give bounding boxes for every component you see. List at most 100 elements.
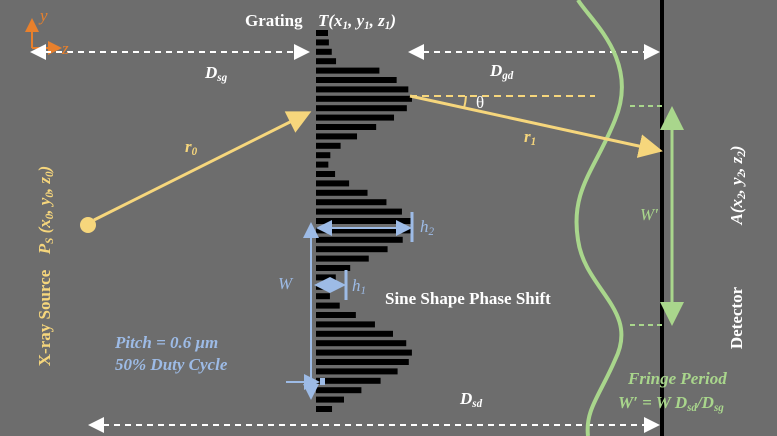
text-part: X-ray Source [35, 269, 54, 366]
detector-coords: A(x2, y2, z2) [727, 146, 748, 226]
grating-bar [316, 199, 387, 206]
text-part: Sine Shape Phase Shift [385, 289, 551, 308]
grating-bar [316, 95, 412, 102]
text-part: h [352, 276, 361, 295]
ray-r0 [93, 111, 312, 222]
grating-coords: T(x1, y1, z1) [318, 11, 396, 32]
grating-bar [316, 133, 358, 140]
grating-bar [316, 321, 375, 328]
text-part: ) [727, 146, 746, 154]
subscript: 1 [361, 285, 367, 297]
grating-bar [316, 77, 397, 83]
text-part: Detector [727, 286, 746, 349]
grating-bar [316, 265, 351, 271]
grating-bar [316, 236, 403, 243]
grating-bar [316, 377, 381, 384]
w-label: W [278, 274, 294, 293]
grating-bar [316, 293, 330, 300]
subscript: 2 [736, 171, 748, 178]
text-part: ) [388, 11, 396, 30]
text-part: Grating [245, 11, 303, 30]
source-coords: PS (x0, y0, z0) [35, 166, 56, 255]
grating-bar [316, 142, 341, 149]
text-part: ) [35, 166, 54, 174]
subscript: 0 [44, 171, 56, 177]
text-part: W′ = W D [618, 393, 687, 412]
dsg-label: Dsg [204, 63, 228, 84]
grating-bar [316, 330, 393, 337]
grating-bar [316, 114, 395, 121]
fringe-formula: W′ = W Dsd/Dsg [618, 393, 724, 414]
grating-bar [316, 180, 350, 187]
axis-label: z [61, 39, 69, 58]
grating-bar [316, 368, 398, 375]
subscript: S [44, 238, 56, 244]
text-part: D [459, 389, 472, 408]
subscript: 0 [44, 213, 56, 219]
text-part: D [489, 61, 502, 80]
phase-shift-label: Sine Shape Phase Shift [385, 289, 551, 308]
grating-bar [316, 274, 336, 281]
text-part: , y [347, 11, 365, 30]
grating-bar [316, 359, 409, 365]
axis-label: y [38, 6, 48, 25]
h1-label: h1 [352, 276, 366, 297]
text-part: Fringe Period [627, 369, 727, 388]
subscript: 1 [531, 136, 537, 148]
angle-arc [463, 95, 467, 109]
text-part: r [524, 127, 531, 146]
text-part: A(x [727, 198, 746, 225]
subscript: 2 [429, 226, 435, 238]
subscript: sg [713, 402, 724, 414]
h2-label: h2 [420, 217, 435, 238]
dsd-label: Dsd [459, 389, 483, 410]
r1-label: r1 [524, 127, 536, 148]
text-part: , z [369, 11, 386, 30]
text-part: W′ [640, 205, 658, 224]
fringe-curve [574, 0, 624, 436]
grating-bar [316, 124, 377, 130]
subscript: 1 [364, 20, 370, 32]
source-label: X-ray Source [35, 269, 54, 366]
text-part: Pitch = 0.6 μm [114, 333, 218, 352]
grating-bar [316, 208, 402, 215]
grating-bar [316, 349, 412, 356]
pitch-label: Pitch = 0.6 μm [114, 333, 218, 352]
r0-label: r0 [185, 137, 198, 158]
subscript: 1 [385, 20, 391, 32]
subscript: sd [686, 402, 697, 414]
grating-bar [316, 302, 340, 309]
pitch-box [320, 378, 325, 385]
subscript: 2 [736, 151, 748, 158]
w-prime-label: W′ [640, 205, 658, 224]
text-part: , y [35, 197, 54, 215]
text-part: 50% Duty Cycle [115, 355, 228, 374]
grating-bar [316, 48, 332, 55]
subscript: gd [501, 70, 514, 82]
subscript: sg [216, 72, 227, 84]
grating-bar [316, 387, 362, 394]
text-part: r [185, 137, 192, 156]
grating-bar [316, 58, 337, 65]
grating-bar [316, 218, 411, 224]
subscript: 2 [736, 193, 748, 200]
grating-bar [316, 189, 368, 196]
grating-bar [316, 161, 329, 168]
grating-bar [316, 67, 380, 74]
grating-bar [316, 406, 333, 412]
grating-label: Grating [245, 11, 303, 30]
subscript: sd [471, 398, 482, 410]
fringe-label: Fringe Period [627, 369, 727, 388]
subscript: 1 [343, 20, 349, 32]
text-part: y [38, 6, 48, 25]
duty-label: 50% Duty Cycle [115, 355, 228, 374]
text-part: h [420, 217, 429, 236]
grating-bar [316, 86, 409, 93]
text-part: , z [35, 177, 54, 194]
grating-bars [316, 30, 412, 412]
dgd-label: Dgd [489, 61, 514, 82]
text-part: T(x [318, 11, 343, 30]
grating-bar [316, 396, 344, 403]
